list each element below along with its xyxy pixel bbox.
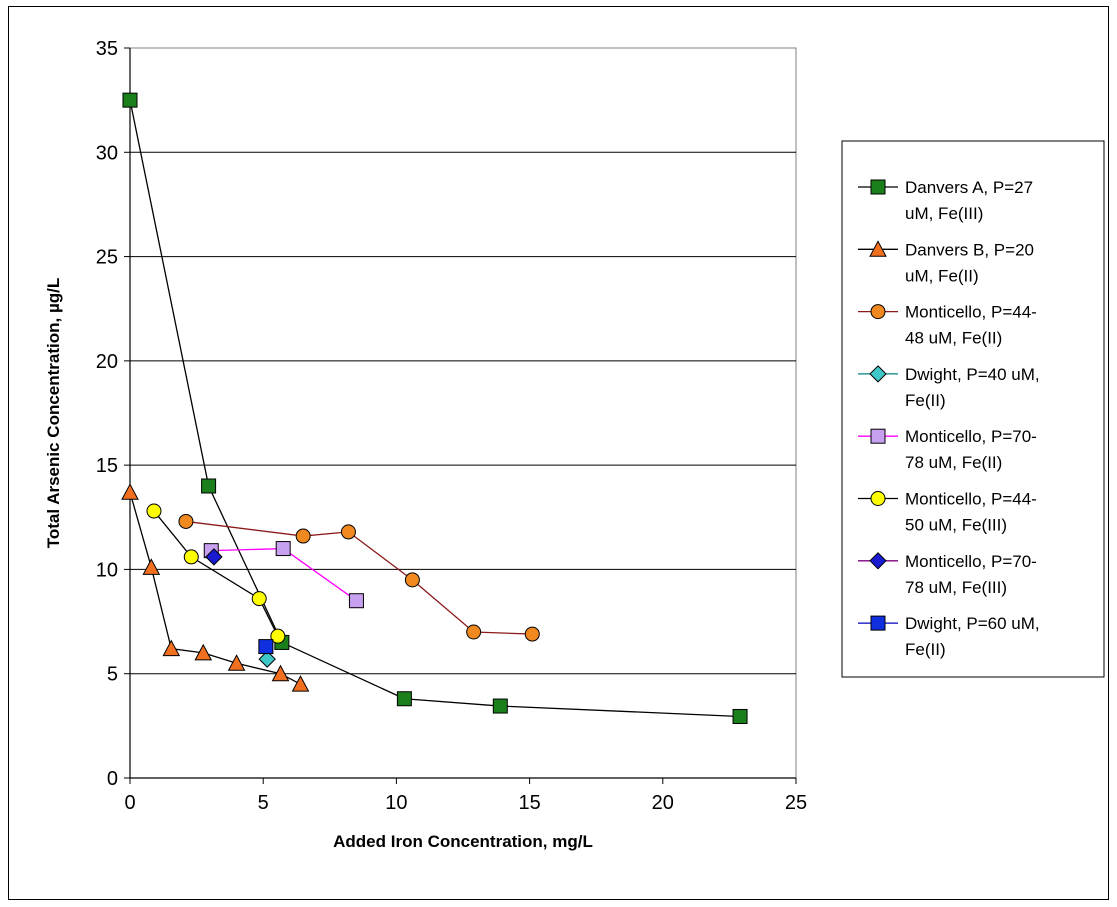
legend-marker	[870, 304, 886, 320]
data-point	[295, 528, 311, 544]
data-point	[404, 572, 420, 588]
series-4	[258, 650, 276, 668]
data-point	[275, 541, 291, 557]
x-tick-label: 20	[652, 792, 674, 814]
data-point	[146, 503, 162, 519]
legend-label: Monticello, P=44-	[905, 303, 1037, 322]
legend-marker	[869, 240, 887, 257]
legend-item: Monticello, P=70- 78 uM, Fe(III)	[858, 552, 1037, 597]
x-tick-label: 5	[258, 792, 269, 814]
data-point	[194, 643, 213, 661]
data-point	[201, 478, 217, 494]
data-point	[121, 483, 139, 500]
series-line	[129, 100, 741, 718]
legend-item: Monticello, P=44- 50 uM, Fe(III)	[858, 490, 1037, 535]
series-6	[146, 503, 286, 644]
legend-item: Monticello, P=70- 78 uM, Fe(II)	[858, 427, 1037, 472]
data-point	[270, 628, 286, 644]
legend-label: 50 uM, Fe(III)	[905, 516, 1007, 535]
legend-label: Fe(II)	[905, 640, 946, 659]
series-layer	[121, 92, 748, 724]
data-point	[396, 691, 412, 707]
data-point	[162, 639, 181, 657]
data-point	[291, 675, 310, 692]
data-point	[122, 92, 138, 108]
data-point	[258, 639, 274, 655]
data-point	[183, 549, 199, 565]
x-tick-label: 25	[785, 792, 807, 814]
legend-marker	[869, 552, 887, 570]
data-point	[258, 650, 276, 668]
legend-label: 78 uM, Fe(III)	[905, 578, 1007, 597]
legend-label: Monticello, P=70-	[905, 427, 1037, 446]
x-tick-label: 15	[518, 792, 540, 814]
series-line	[153, 510, 279, 637]
data-point	[142, 558, 161, 575]
series-line	[185, 520, 533, 635]
legend-label: uM, Fe(II)	[905, 266, 979, 285]
legend-marker	[870, 491, 886, 506]
legend-label: 48 uM, Fe(II)	[905, 329, 1002, 348]
axes	[124, 47, 797, 784]
legend-box	[841, 140, 1105, 678]
data-point	[227, 654, 246, 671]
chart: 0 5 10 15 20 25 0 5 10 15 20 25 30 35 Added Iron Con…	[44, 38, 1105, 851]
legend-label: uM, Fe(III)	[905, 204, 983, 223]
legend-label: Monticello, P=44-	[905, 490, 1037, 509]
data-point	[524, 626, 540, 642]
gridlines	[130, 151, 796, 675]
plot-area	[129, 47, 797, 779]
legend-label: Fe(II)	[905, 391, 946, 410]
legend-label: Monticello, P=70-	[905, 552, 1037, 571]
data-point	[492, 698, 508, 714]
y-tick-label: 35	[96, 38, 118, 60]
legend-label: Danvers A, P=27	[905, 178, 1033, 197]
data-point	[732, 708, 748, 724]
x-tick-label: 10	[385, 792, 407, 814]
x-tick-labels: 0 5 10 15 20 25	[124, 792, 807, 814]
x-tick-label: 0	[124, 792, 135, 814]
legend-item: Danvers B, P=20 uM, Fe(II)	[858, 240, 1034, 285]
data-point	[205, 548, 223, 566]
y-axis-title: Total Arsenic Concentration, µg/L	[44, 278, 63, 548]
legend-item: Danvers A, P=27 uM, Fe(III)	[858, 178, 1033, 223]
legend-marker	[870, 428, 886, 444]
series-8	[258, 639, 274, 655]
legend-item: Dwight, P=40 uM, Fe(II)	[858, 365, 1040, 410]
data-point	[348, 593, 364, 609]
legend-marker	[869, 365, 887, 383]
legend-label: Dwight, P=40 uM,	[905, 365, 1040, 384]
data-point	[466, 624, 482, 640]
data-point	[271, 664, 290, 682]
legend-label: 78 uM, Fe(II)	[905, 453, 1002, 472]
legend-marker	[870, 615, 886, 631]
y-tick-label: 10	[96, 559, 118, 581]
series-2	[121, 483, 310, 692]
legend-item: Monticello, P=44- 48 uM, Fe(II)	[858, 303, 1037, 348]
y-tick-label: 25	[96, 247, 118, 269]
series-7	[205, 548, 223, 566]
legend: Danvers A, P=27 uM, Fe(III) Danvers B, P=2…	[841, 140, 1105, 678]
legend-item: Dwight, P=60 uM, Fe(II)	[858, 614, 1040, 659]
x-axis-title: Added Iron Concentration, mg/L	[333, 832, 593, 851]
y-tick-label: 5	[107, 664, 118, 686]
legend-label: Dwight, P=60 uM,	[905, 614, 1040, 633]
legend-marker	[870, 179, 886, 195]
series-3	[178, 513, 540, 642]
y-tick-label: 30	[96, 142, 118, 164]
data-point	[251, 591, 267, 607]
y-tick-label: 20	[96, 351, 118, 373]
y-tick-label: 15	[96, 455, 118, 477]
data-point	[340, 524, 356, 540]
data-point	[178, 513, 194, 529]
chart-frame: 0 5 10 15 20 25 0 5 10 15 20 25 30 35 Added Iron Con…	[8, 6, 1109, 900]
legend-label: Danvers B, P=20	[905, 240, 1034, 259]
y-tick-label: 0	[107, 768, 118, 790]
y-tick-labels: 0 5 10 15 20 25 30 35	[96, 38, 118, 790]
